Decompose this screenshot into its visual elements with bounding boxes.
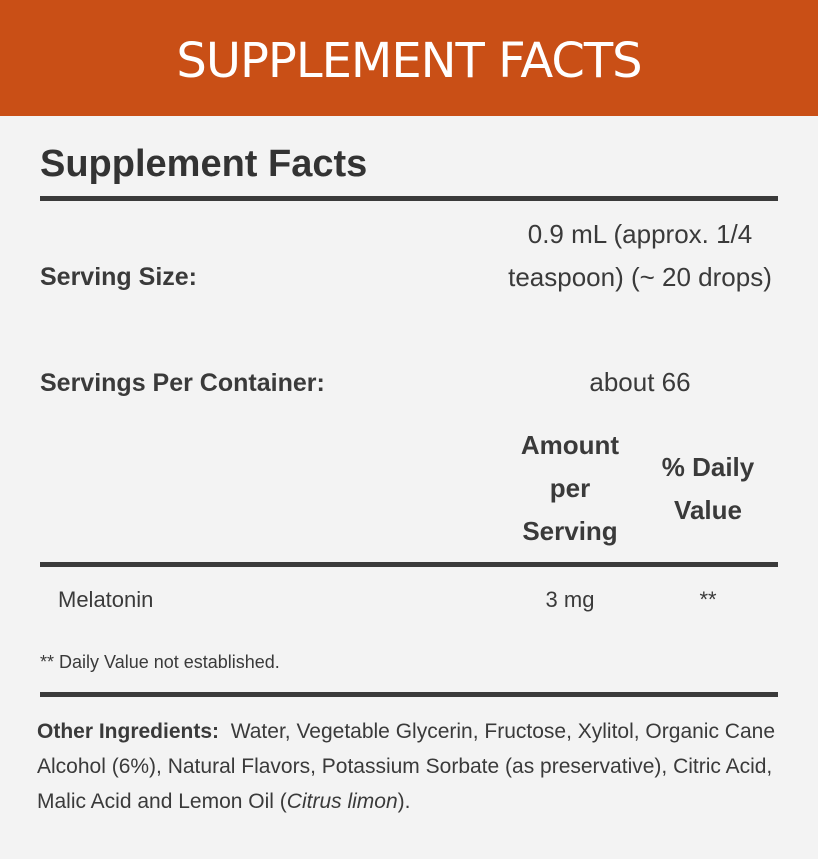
divider — [40, 692, 778, 697]
servings-per-container-label: Servings Per Container: — [40, 369, 325, 397]
serving-size-value: 0.9 mL (approx. 1/4 teaspoon) (~ 20 drop… — [508, 219, 772, 292]
footnote: ** Daily Value not established. — [40, 652, 280, 672]
banner: SUPPLEMENT FACTS — [0, 0, 818, 116]
other-ingredients-end: ). — [397, 790, 411, 813]
panel-title: Supplement Facts — [40, 143, 368, 185]
other-ingredients-text: Water, Vegetable Glycerin, Fructose, Xyl… — [37, 720, 776, 813]
nutrient-daily-value: ** — [699, 587, 717, 612]
other-ingredients: Other Ingredients: Water, Vegetable Glyc… — [37, 714, 777, 819]
amount-per-serving-header: Amount per Serving — [520, 430, 620, 546]
divider — [40, 196, 778, 201]
divider — [40, 562, 778, 567]
other-ingredients-label: Other Ingredients: — [37, 720, 220, 743]
banner-title: SUPPLEMENT FACTS — [176, 33, 642, 89]
daily-value-header: % Daily Value — [661, 452, 755, 525]
servings-per-container-value: about 66 — [589, 367, 691, 397]
nutrient-name: Melatonin — [58, 587, 154, 612]
serving-size-label: Serving Size: — [40, 263, 197, 291]
nutrient-amount: 3 mg — [545, 587, 595, 612]
other-ingredients-italic: Citrus limon — [286, 790, 398, 813]
